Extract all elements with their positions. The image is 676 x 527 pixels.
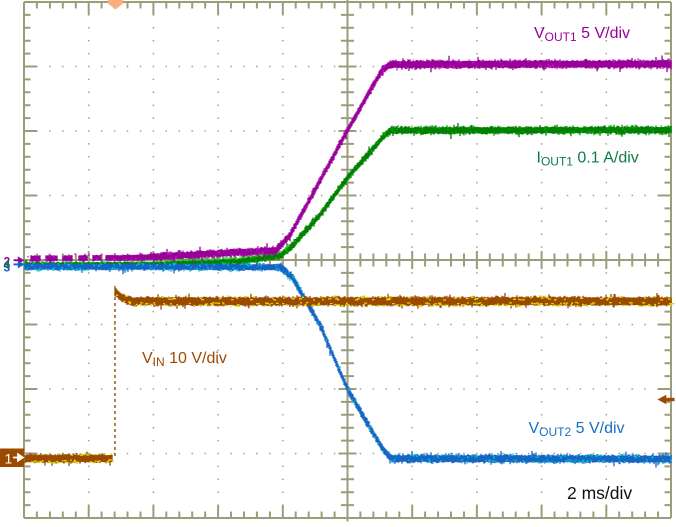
svg-text:1: 1 [5, 451, 13, 467]
svg-text:VIN 10 V/div: VIN 10 V/div [142, 350, 227, 369]
svg-text:VOUT2 5 V/div: VOUT2 5 V/div [529, 420, 625, 439]
svg-text:3: 3 [4, 261, 11, 275]
svg-text:VOUT1 5 V/div: VOUT1 5 V/div [534, 25, 630, 44]
svg-text:4: 4 [4, 258, 11, 272]
svg-text:2: 2 [4, 255, 11, 269]
svg-text:2 ms/div: 2 ms/div [567, 483, 632, 503]
svg-text:IOUT1 0.1 A/div: IOUT1 0.1 A/div [537, 150, 639, 169]
